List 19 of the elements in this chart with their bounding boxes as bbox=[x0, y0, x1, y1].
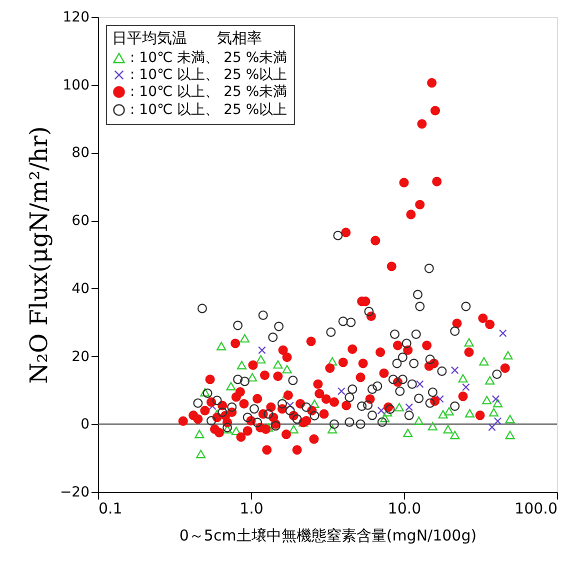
y-tick-label: 120 bbox=[62, 10, 90, 26]
x-tick-label: 100.0 bbox=[514, 500, 558, 518]
y-tick-label: 0 bbox=[80, 416, 90, 433]
legend-label: : 10℃ 以上、 25 %以上 bbox=[130, 67, 288, 83]
legend-title: 日平均気温 気相率 bbox=[112, 29, 262, 47]
y-tick-label: 80 bbox=[72, 145, 90, 162]
y-tick-label: 20 bbox=[72, 348, 90, 365]
y-tick-label: 60 bbox=[72, 213, 90, 230]
y-axis-title: N₂O Flux(μgN/m²/hr) bbox=[24, 126, 53, 384]
legend-label: : 10℃ 以上、 25 %未満 bbox=[130, 84, 288, 100]
legend-label: : 10℃ 以上、 25 %以上 bbox=[130, 102, 288, 118]
y-tick-label: 40 bbox=[72, 280, 90, 297]
x-tick-label: 1.0 bbox=[240, 500, 264, 518]
y-tick-label: 100 bbox=[62, 77, 90, 94]
x-tick-label: 0.1 bbox=[98, 500, 122, 518]
legend-label: : 10℃ 未満、 25 %未満 bbox=[130, 50, 288, 66]
x-axis-title: 0～5cm土壌中無機態窒素含量(mgN/100g) bbox=[179, 526, 477, 544]
y-tick-label: −20 bbox=[60, 484, 90, 500]
x-tick-label: 10.0 bbox=[388, 500, 422, 518]
